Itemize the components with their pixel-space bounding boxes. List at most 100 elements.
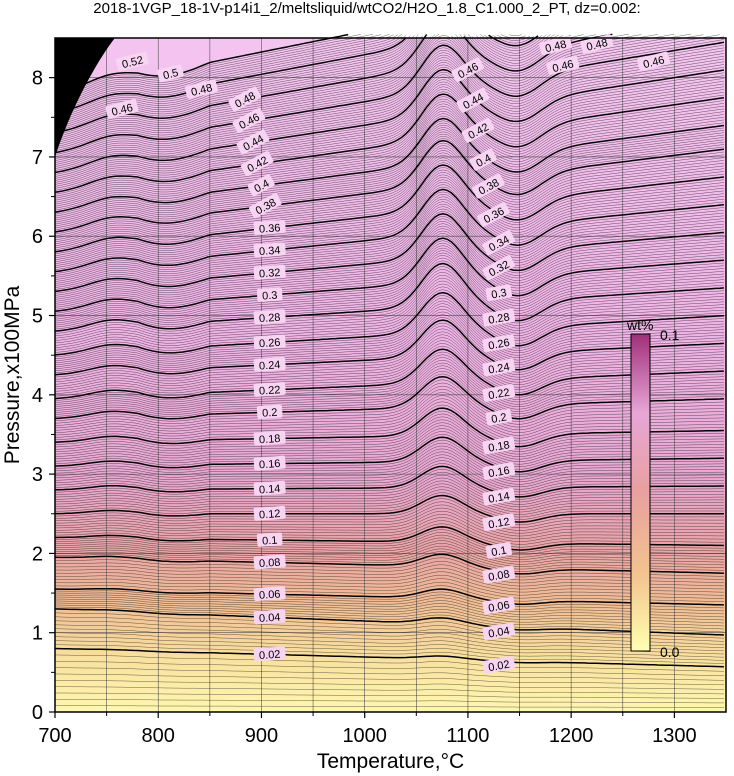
contour-line-minor bbox=[54, 223, 724, 300]
contour-line-minor bbox=[54, 247, 724, 320]
contour-line-minor bbox=[54, 159, 724, 249]
contour-label-box bbox=[482, 656, 516, 674]
contour-line-minor bbox=[54, 454, 724, 487]
contour-line-major bbox=[54, 647, 724, 668]
contour-line-major bbox=[54, 93, 724, 194]
contour-line-minor bbox=[54, 86, 724, 187]
contour-line-minor bbox=[54, 431, 724, 467]
contour-line-minor bbox=[54, 442, 724, 478]
contour-line-minor bbox=[54, 66, 724, 171]
contour-line-minor bbox=[54, 150, 724, 241]
contour-line-minor bbox=[54, 636, 724, 658]
contour-label: 0.46 bbox=[105, 99, 139, 119]
contour-line-minor bbox=[54, 346, 724, 397]
contour-line-minor bbox=[54, 300, 724, 362]
contour-line-minor bbox=[54, 439, 724, 475]
contour-line-minor bbox=[54, 198, 724, 280]
contour-label-box bbox=[469, 148, 497, 171]
contour-line-minor bbox=[54, 71, 724, 175]
contour-line-minor bbox=[54, 295, 724, 358]
contour-label-text: 0.3 bbox=[490, 287, 507, 301]
y-axis-ticks: 0 1 2 3 4 5 6 7 8 bbox=[32, 68, 55, 724]
contour-line-minor bbox=[54, 594, 724, 615]
contour-line-major bbox=[54, 436, 724, 473]
contour-label-text: 0.3 bbox=[262, 290, 278, 303]
contour-label-text: 0.28 bbox=[259, 312, 281, 325]
contour-line-minor bbox=[54, 56, 724, 163]
contour-line-minor bbox=[54, 74, 724, 177]
contour-line-minor bbox=[54, 474, 724, 505]
contour-label-box bbox=[253, 455, 286, 471]
contour-label: 0.3 bbox=[485, 284, 513, 301]
contour-line-minor bbox=[54, 667, 724, 681]
contour-label: 0.06 bbox=[482, 596, 516, 615]
contour-label: 0.08 bbox=[253, 554, 286, 570]
contour-label: 0.02 bbox=[482, 656, 516, 674]
contour-line-minor bbox=[54, 286, 724, 351]
contour-label-box bbox=[253, 264, 286, 280]
contour-label-box bbox=[253, 480, 286, 496]
contour-label: 0.48 bbox=[539, 35, 573, 55]
contour-line-minor bbox=[54, 416, 724, 455]
contour-line-minor bbox=[54, 191, 724, 274]
contour-line-minor bbox=[54, 186, 724, 270]
contour-line-minor bbox=[54, 328, 724, 383]
contour-line-minor bbox=[54, 448, 724, 482]
contour-line-minor bbox=[54, 616, 724, 642]
contour-line-minor bbox=[54, 225, 724, 302]
contour-label-box bbox=[482, 358, 516, 377]
contour-line-minor bbox=[54, 167, 724, 254]
contour-label-box bbox=[253, 505, 286, 521]
contour-line-minor bbox=[54, 34, 543, 116]
contour-line-minor bbox=[54, 277, 724, 344]
contour-line-minor bbox=[54, 101, 724, 199]
contour-line-minor bbox=[54, 604, 724, 630]
x-tick-label: 900 bbox=[245, 725, 278, 747]
contour-label-box bbox=[482, 384, 516, 402]
contour-line-minor bbox=[54, 624, 724, 648]
contour-line-minor bbox=[54, 368, 724, 413]
contour-line-major bbox=[54, 213, 724, 293]
contour-line-minor bbox=[55, 692, 724, 699]
contour-line-minor bbox=[54, 419, 724, 457]
contour-line-minor bbox=[54, 162, 724, 250]
contour-label-box bbox=[256, 404, 283, 419]
contour-line-minor bbox=[54, 362, 724, 409]
contour-line-minor bbox=[55, 537, 724, 560]
contour-line-minor bbox=[54, 311, 724, 369]
contour-line-minor bbox=[54, 445, 724, 480]
contour-label-text: 0.12 bbox=[487, 516, 510, 532]
contour-line-minor bbox=[54, 600, 724, 624]
contour-line-minor bbox=[54, 35, 535, 112]
contour-line-minor bbox=[55, 520, 724, 545]
contour-line-minor bbox=[54, 152, 724, 243]
contour-line-minor bbox=[54, 122, 724, 217]
contour-label-box bbox=[253, 554, 286, 570]
contour-line-minor bbox=[54, 33, 691, 143]
contour-line-major bbox=[54, 319, 724, 376]
contour-line-minor bbox=[54, 157, 724, 247]
contour-line-minor bbox=[54, 545, 724, 567]
contour-label-box bbox=[240, 151, 274, 176]
contour-label-box bbox=[482, 513, 516, 532]
contour-label-text: 0.46 bbox=[110, 102, 134, 119]
contour-line-minor bbox=[54, 510, 724, 537]
contour-line-minor bbox=[54, 64, 724, 169]
contour-label-text: 0.14 bbox=[487, 490, 510, 506]
contour-label-box bbox=[485, 408, 513, 426]
contour-label-box bbox=[253, 609, 286, 625]
x-tick-label: 1100 bbox=[446, 725, 489, 747]
contour-line-major bbox=[54, 68, 725, 174]
contour-line-minor bbox=[54, 242, 724, 316]
dense-contour-corner bbox=[55, 38, 115, 157]
contour-line-minor bbox=[54, 568, 724, 587]
contour-line-minor bbox=[54, 252, 724, 324]
contour-label-box bbox=[236, 129, 270, 155]
contour-label-box bbox=[256, 287, 283, 302]
contour-line-major bbox=[54, 348, 724, 400]
y-tick-label: 3 bbox=[32, 464, 43, 486]
contour-label: 0.14 bbox=[253, 480, 286, 496]
contour-label: 0.32 bbox=[253, 264, 286, 280]
contour-line-minor bbox=[54, 289, 724, 353]
